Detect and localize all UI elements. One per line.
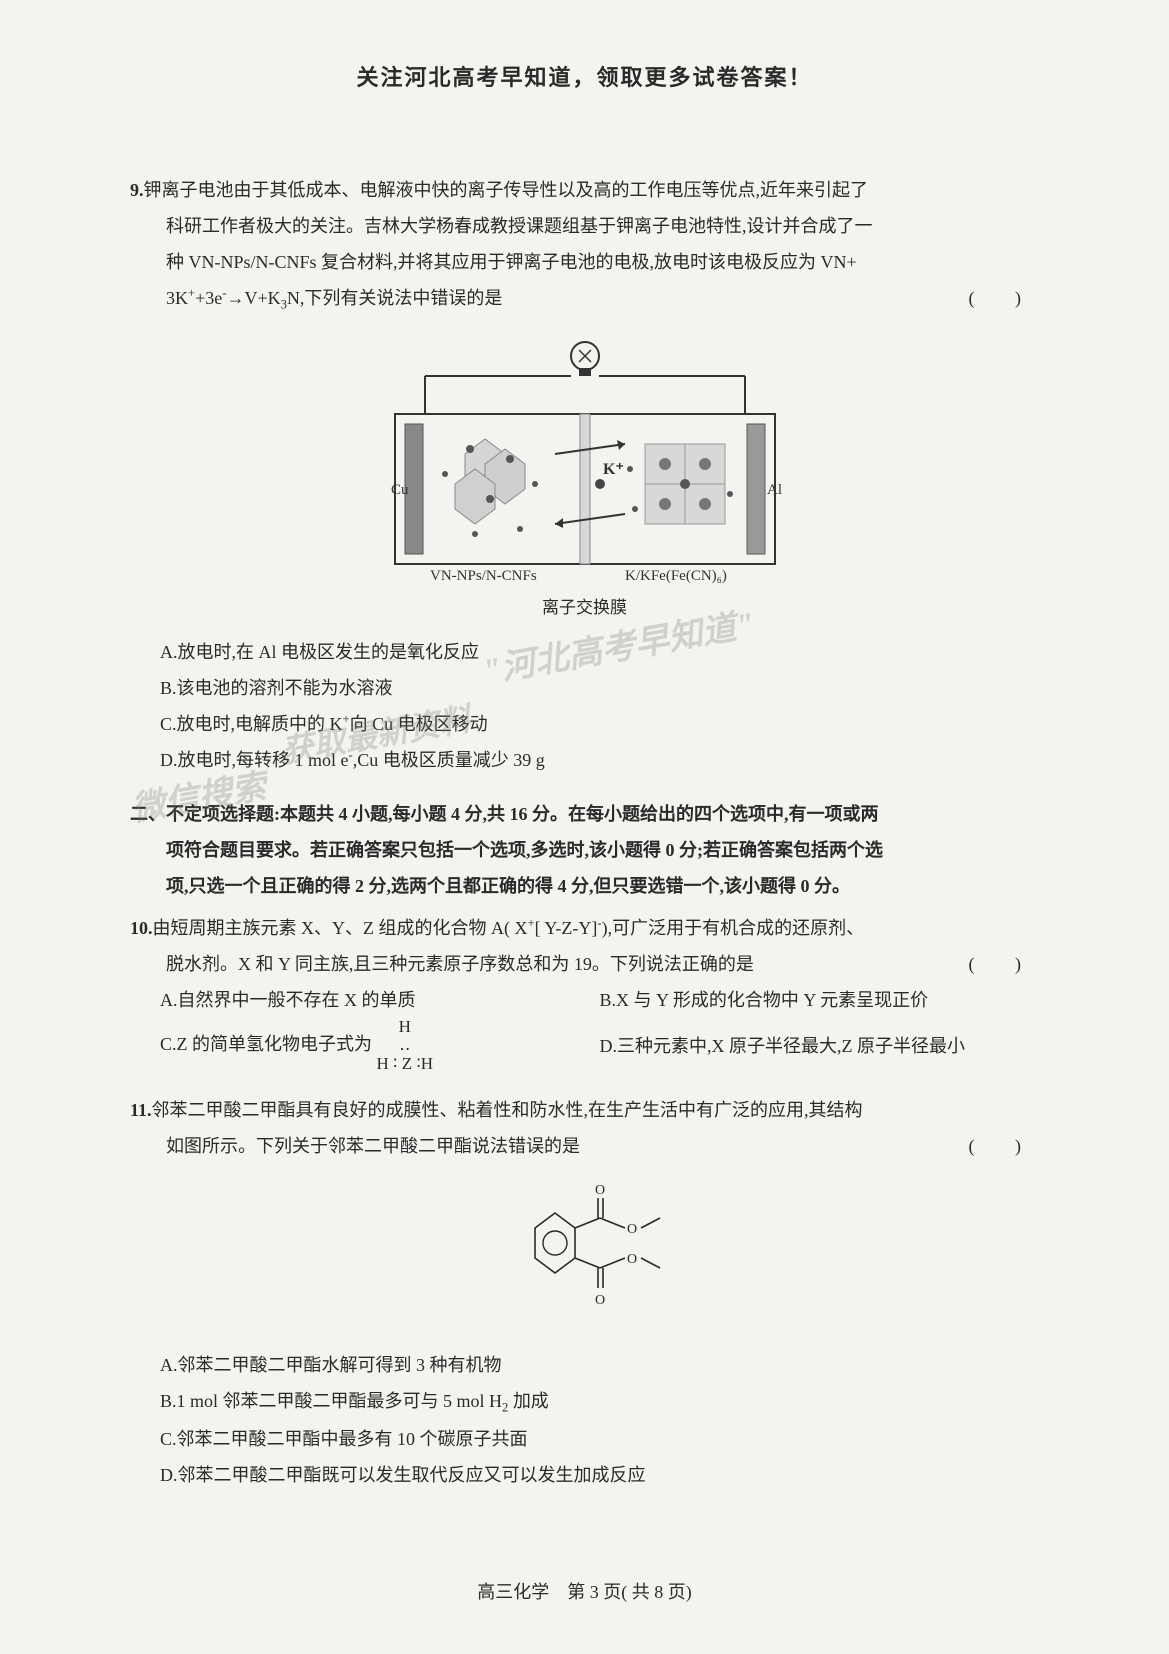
page-header: 关注河北高考早知道，领取更多试卷答案！	[130, 60, 1039, 92]
q9-l4c: →V+K	[226, 288, 280, 308]
q10c-mid: H ∶ Z ∶H	[377, 1054, 434, 1073]
q11-number: 11.	[130, 1100, 152, 1120]
electron-formula: H‥H ∶ Z ∶H	[377, 1018, 434, 1074]
q9c-b: 向 Cu 电极区移动	[350, 714, 488, 734]
q9-figure: Cu Al	[130, 334, 1039, 618]
al-label: Al	[767, 482, 782, 498]
q9d-a: D.放电时,每转移 1 mol e	[160, 750, 349, 770]
q9-line3: 种 VN-NPs/N-CNFs 复合材料,并将其应用于钾离子电池的电极,放电时该…	[130, 244, 1039, 280]
q9-option-d: D.放电时,每转移 1 mol e-,Cu 电极区质量减少 39 g	[160, 742, 1039, 778]
battery-diagram: Cu Al	[375, 334, 795, 584]
page-footer: 高三化学 第 3 页( 共 8 页)	[0, 1578, 1169, 1604]
q9-figure-caption: 离子交换膜	[130, 593, 1039, 618]
question-9: 9.钾离子电池由于其低成本、电解液中快的离子传导性以及高的工作电压等优点,近年来…	[130, 172, 1039, 778]
q10-option-d: D.三种元素中,X 原子半径最大,Z 原子半径最小	[600, 1028, 1040, 1064]
q10-l1b: [ Y-Z-Y]	[535, 918, 598, 938]
left-cluster	[442, 439, 538, 537]
q10-paren: ( )	[969, 946, 1040, 982]
q10-options: A.自然界中一般不存在 X 的单质 B.X 与 Y 形成的化合物中 Y 元素呈现…	[130, 982, 1039, 1074]
svg-text:O: O	[627, 1252, 637, 1267]
q11-option-a: A.邻苯二甲酸二甲酯水解可得到 3 种有机物	[160, 1347, 1039, 1383]
q10-l1a: 由短周期主族元素 X、Y、Z 组成的化合物 A( X	[153, 918, 528, 938]
q11-line2: 如图所示。下列关于邻苯二甲酸二甲酯说法错误的是	[166, 1136, 580, 1156]
q10-option-c: C.Z 的简单氢化物电子式为 H‥H ∶ Z ∶H	[160, 1018, 600, 1074]
q9-options: A.放电时,在 Al 电极区发生的是氧化反应 B.该电池的溶剂不能为水溶液 C.…	[130, 634, 1039, 778]
q9c-a: C.放电时,电解质中的 K	[160, 714, 343, 734]
q9-option-c: C.放电时,电解质中的 K+向 Cu 电极区移动	[160, 706, 1039, 742]
q11-line2-wrap: 如图所示。下列关于邻苯二甲酸二甲酯说法错误的是 ( )	[130, 1128, 1039, 1164]
sec2-line3: 项,只选一个且正确的得 2 分,选两个且都正确的得 4 分,但只要选错一个,该小…	[130, 868, 1039, 904]
q9d-b: ,Cu 电极区质量减少 39 g	[353, 750, 545, 770]
q11-stem: 11.邻苯二甲酸二甲酯具有良好的成膜性、粘着性和防水性,在生产生活中有广泛的应用…	[130, 1092, 1039, 1164]
cu-label: Cu	[391, 482, 409, 498]
q9-option-a: A.放电时,在 Al 电极区发生的是氧化反应	[160, 634, 1039, 670]
q10c-pre: C.Z 的简单氢化物电子式为	[160, 1034, 377, 1054]
svg-text:O: O	[627, 1222, 637, 1237]
k-ion-label: K⁺	[603, 461, 624, 478]
q10c-top: H	[399, 1017, 411, 1036]
q11-option-c: C.邻苯二甲酸二甲酯中最多有 10 个碳原子共面	[160, 1421, 1039, 1457]
q9-paren: ( )	[969, 280, 1040, 316]
q10-l2: 脱水剂。X 和 Y 同主族,且三种元素原子序数总和为 19。下列说法正确的是	[166, 954, 754, 974]
section-2-header: 二、不定项选择题:本题共 4 小题,每小题 4 分,共 16 分。在每小题给出的…	[130, 796, 1039, 904]
q11b-b: 加成	[508, 1391, 549, 1411]
left-bottom-label: VN-NPs/N-CNFs	[430, 568, 537, 584]
q10-l1c: ),可广泛用于有机合成的还原剂、	[602, 918, 865, 938]
q10-option-a: A.自然界中一般不存在 X 的单质	[160, 982, 600, 1018]
q11-option-d: D.邻苯二甲酸二甲酯既可以发生取代反应又可以发生加成反应	[160, 1457, 1039, 1493]
question-11: 11.邻苯二甲酸二甲酯具有良好的成膜性、粘着性和防水性,在生产生活中有广泛的应用…	[130, 1092, 1039, 1493]
q9-number: 9.	[130, 180, 144, 200]
sec2-line2: 项符合题目要求。若正确答案只包括一个选项,多选时,该小题得 0 分;若正确答案包…	[130, 832, 1039, 868]
q9-line2: 科研工作者极大的关注。吉林大学杨春成教授课题组基于钾离子电池特性,设计并合成了一	[130, 208, 1039, 244]
question-10: 10.由短周期主族元素 X、Y、Z 组成的化合物 A( X+[ Y-Z-Y]-)…	[130, 910, 1039, 1074]
q11-line1: 邻苯二甲酸二甲酯具有良好的成膜性、粘着性和防水性,在生产生活中有广泛的应用,其结…	[152, 1100, 863, 1120]
q10-line2: 脱水剂。X 和 Y 同主族,且三种元素原子序数总和为 19。下列说法正确的是 (…	[130, 946, 1039, 982]
chemical-structure-diagram: O O O O	[485, 1178, 685, 1328]
q9-l4a: 3K	[166, 288, 188, 308]
q9-l4b: +3e	[195, 288, 222, 308]
q11b-a: B.1 mol 邻苯二甲酸二甲酯最多可与 5 mol H	[160, 1391, 502, 1411]
q9-option-b: B.该电池的溶剂不能为水溶液	[160, 670, 1039, 706]
q9-line4: 3K++3e-→V+K3N,下列有关说法中错误的是 ( )	[130, 280, 1039, 318]
svg-text:O: O	[595, 1293, 605, 1308]
q9-l4d: N,下列有关说法中错误的是	[287, 288, 503, 308]
svg-text:O: O	[595, 1183, 605, 1198]
q10-stem: 10.由短周期主族元素 X、Y、Z 组成的化合物 A( X+[ Y-Z-Y]-)…	[130, 910, 1039, 982]
right-cluster	[627, 444, 733, 524]
q11-paren: ( )	[969, 1128, 1040, 1164]
sec2-line1: 二、不定项选择题:本题共 4 小题,每小题 4 分,共 16 分。在每小题给出的…	[130, 804, 879, 824]
q9-stem: 9.钾离子电池由于其低成本、电解液中快的离子传导性以及高的工作电压等优点,近年来…	[130, 172, 1039, 318]
q11-structure: O O O O	[130, 1178, 1039, 1333]
right-bottom-label: K/KFe(Fe(CN)₆)	[625, 568, 727, 584]
q9-line1: 钾离子电池由于其低成本、电解液中快的离子传导性以及高的工作电压等优点,近年来引起…	[144, 180, 869, 200]
q11-options: A.邻苯二甲酸二甲酯水解可得到 3 种有机物 B.1 mol 邻苯二甲酸二甲酯最…	[130, 1347, 1039, 1493]
q10-number: 10.	[130, 918, 153, 938]
q10-option-b: B.X 与 Y 形成的化合物中 Y 元素呈现正价	[600, 982, 1040, 1018]
q11-option-b: B.1 mol 邻苯二甲酸二甲酯最多可与 5 mol H2 加成	[160, 1383, 1039, 1421]
